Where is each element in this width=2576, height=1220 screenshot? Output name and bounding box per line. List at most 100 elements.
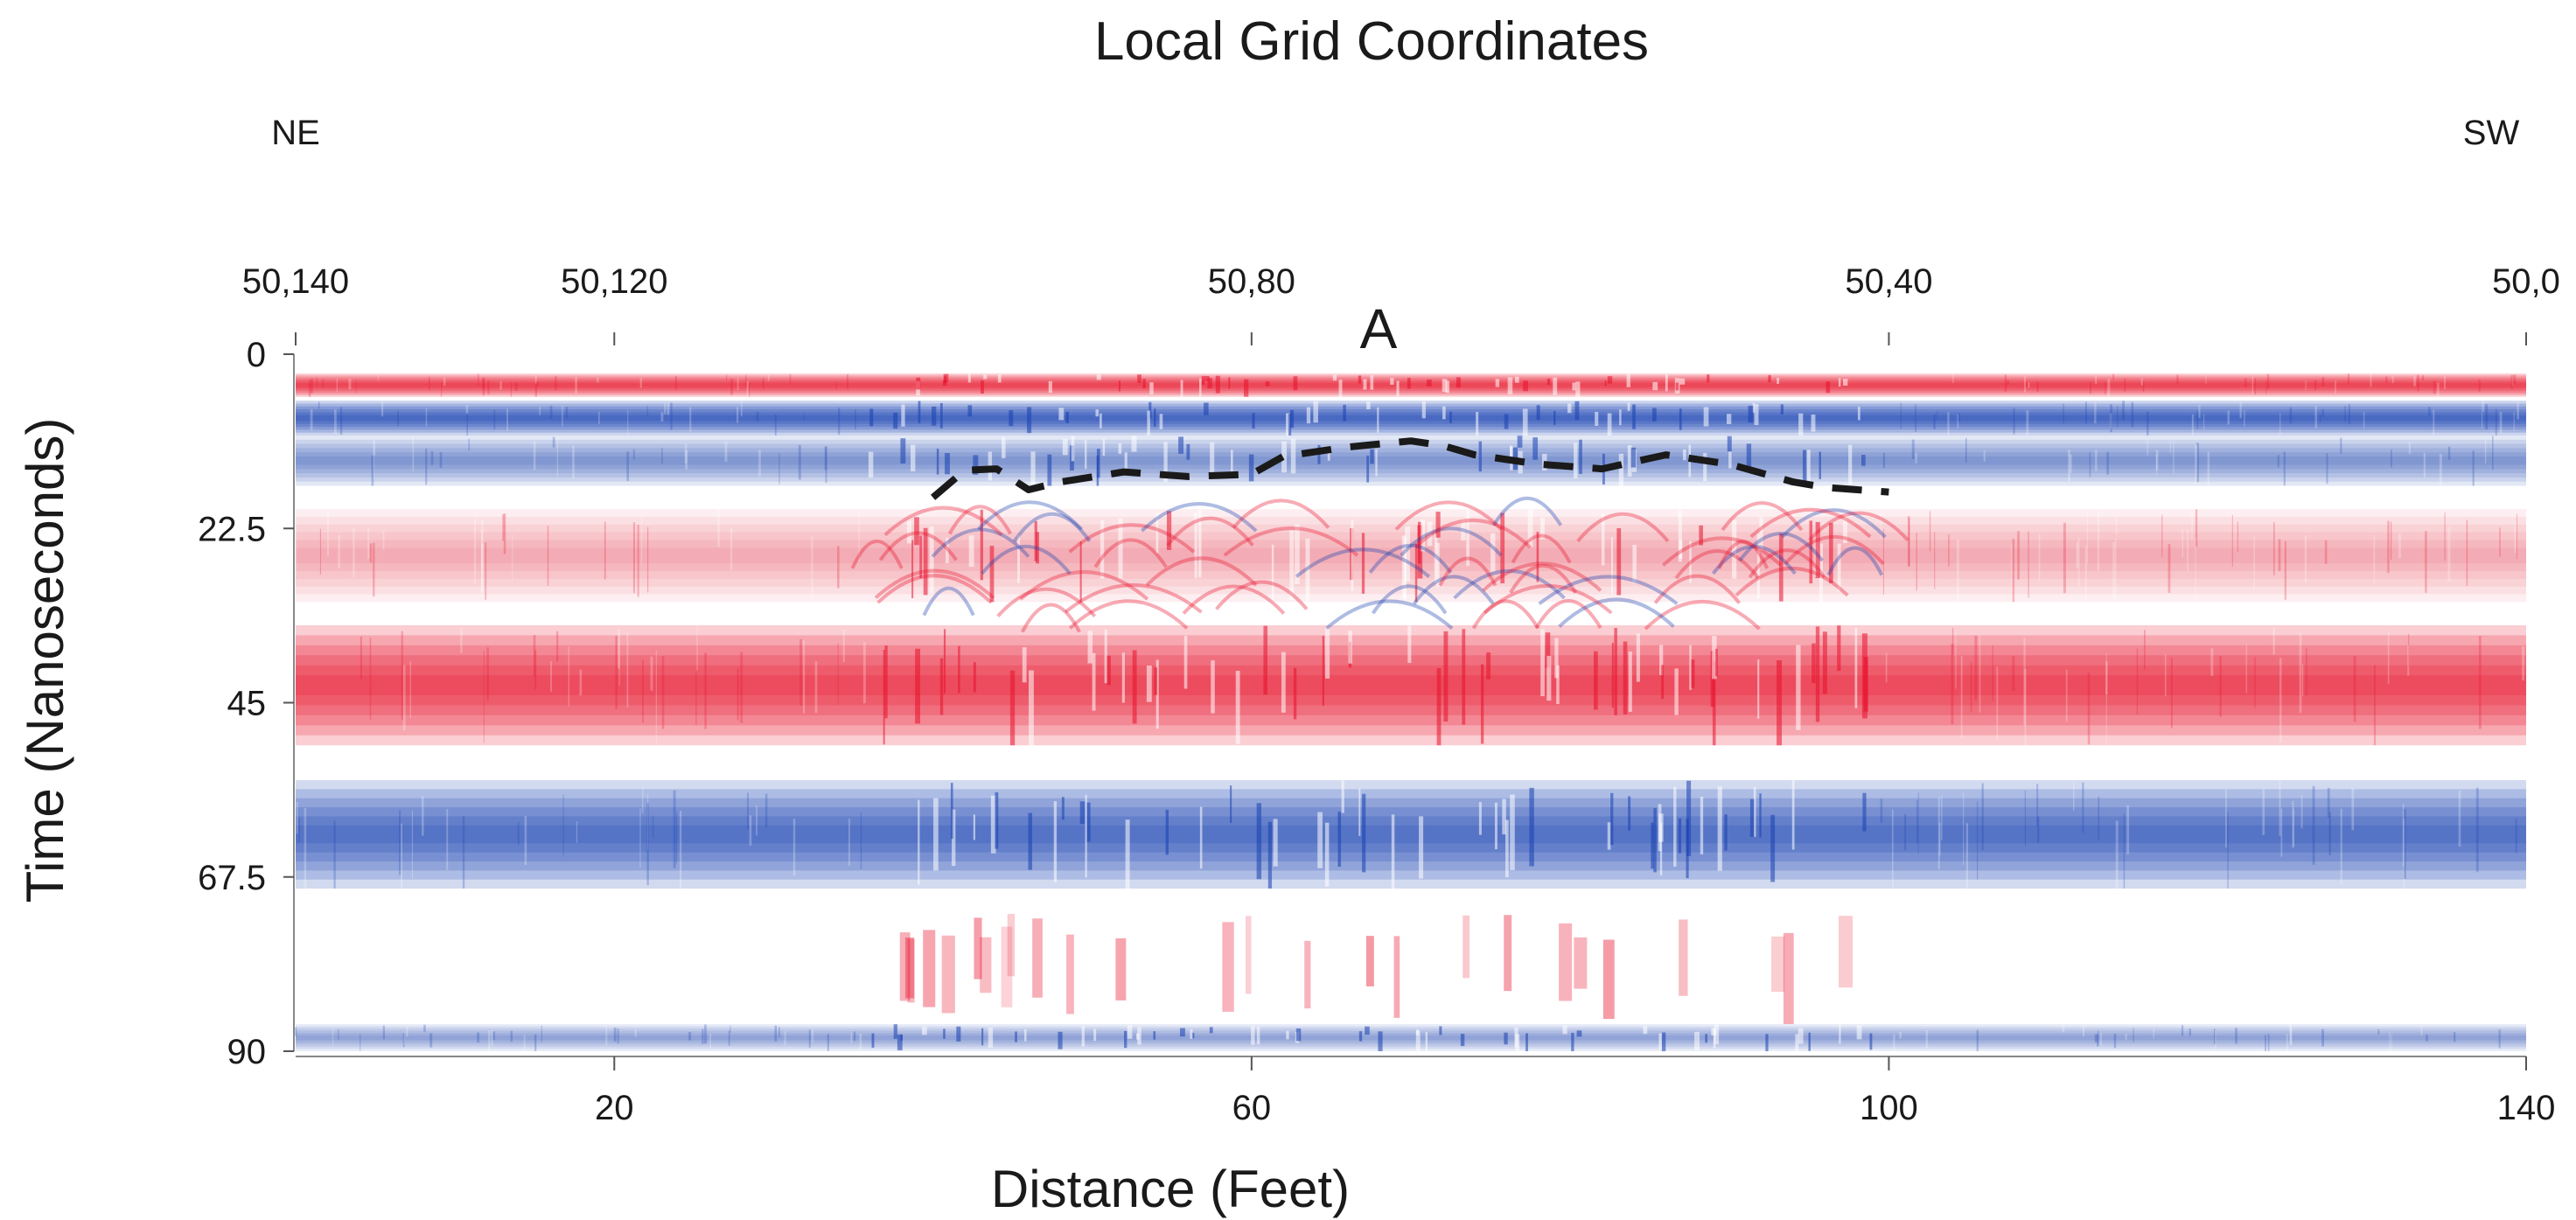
blob	[1001, 926, 1013, 1007]
band-layer	[296, 1028, 2526, 1047]
band-layer	[296, 1030, 2526, 1045]
signal-texture	[295, 373, 2525, 1051]
chart-title: Local Grid Coordinates	[1094, 11, 1649, 72]
band-layer	[296, 377, 2526, 394]
band-layer	[296, 373, 2526, 397]
hyperbola-arc	[1093, 538, 1168, 568]
hyperbola-arc	[1453, 569, 1566, 600]
hyperbola-arc	[1491, 496, 1563, 526]
band-layer	[296, 655, 2526, 715]
hyperbola-arc	[1141, 502, 1258, 533]
hyperbola-arc	[1784, 535, 1885, 566]
band-layer	[296, 383, 2526, 387]
hyperbola-arc	[1438, 556, 1497, 587]
blob	[1602, 939, 1615, 1020]
band-negative-1	[296, 401, 2526, 436]
band-layer	[296, 665, 2526, 706]
reflector-trace	[931, 437, 1889, 500]
hyperbola-arc	[1394, 500, 1503, 531]
hyperbola-arc	[1013, 512, 1092, 542]
y-axis-title: Time (Nanoseconds)	[16, 418, 74, 903]
hyperbola-arc	[1368, 543, 1453, 574]
reflection-bands	[296, 373, 2526, 1051]
blob	[1115, 938, 1127, 1000]
hyperbola-arc	[1826, 546, 1884, 576]
blob	[1007, 913, 1016, 977]
x-axis-title: Distance (Feet)	[991, 1160, 1350, 1218]
y-tick-label: 67.5	[198, 859, 266, 897]
x-tick-label: 140	[2497, 1089, 2556, 1127]
band-positive-3	[296, 509, 2526, 603]
hyperbola-arc	[1653, 574, 1742, 604]
hyperbola-arc	[1471, 599, 1539, 630]
hyperbola-arc	[1735, 567, 1849, 597]
hyperbola-arc	[1749, 507, 1872, 539]
band-layer	[296, 401, 2526, 436]
top-tick-label: 50,40	[1845, 262, 1932, 301]
hyperbola-arc	[1748, 548, 1826, 579]
hyperbola-arc	[1295, 547, 1431, 578]
band-layer	[296, 509, 2526, 603]
band-layer	[296, 524, 2526, 587]
band-positive-0	[296, 373, 2526, 397]
hyperbola-arc	[1538, 575, 1679, 606]
hyperbola-arc	[1166, 516, 1254, 547]
band-layer	[296, 403, 2526, 433]
x-tick-label: 60	[1232, 1089, 1272, 1127]
hyperbola-arc	[1483, 583, 1613, 615]
blob	[1771, 936, 1785, 993]
blob	[1559, 923, 1573, 1001]
band-layer	[296, 380, 2526, 389]
blob	[1463, 915, 1470, 979]
band-layer	[296, 807, 2526, 862]
x-tick-label: 100	[1860, 1089, 1918, 1127]
blob	[1245, 916, 1252, 994]
band-layer	[296, 1033, 2526, 1042]
band-layer	[296, 816, 2526, 853]
blob	[974, 917, 982, 979]
band-negative-6	[296, 1024, 2526, 1051]
blob	[1838, 916, 1853, 988]
band-negative-2	[296, 435, 2526, 486]
band-negative-5	[296, 780, 2526, 889]
band-layer	[296, 532, 2526, 579]
blob	[904, 937, 915, 999]
hyperbola-arc	[1412, 575, 1495, 605]
hyperbola-arc	[981, 544, 1072, 575]
hyperbola-arc	[922, 586, 975, 617]
band-layer	[296, 409, 2526, 428]
blob	[941, 935, 955, 1014]
band-layer	[296, 443, 2526, 478]
band-layer	[296, 540, 2526, 571]
hyperbola-arc	[1717, 540, 1770, 569]
hyperbola-arc	[1509, 563, 1578, 594]
hyperbola-arc	[1738, 532, 1824, 562]
band-layer	[296, 439, 2526, 482]
y-axis: 0 22.5 45 67.5 90	[198, 336, 295, 1071]
blob	[923, 930, 936, 1007]
hyperbola-arc	[1068, 599, 1189, 630]
band-layer	[296, 675, 2526, 696]
hyperbola-arc	[1064, 582, 1203, 614]
band-layer	[296, 456, 2526, 465]
hyperbola-arc	[1182, 584, 1286, 615]
hyperbola-arc	[878, 531, 958, 561]
hyperbola-arc	[1558, 597, 1675, 628]
direction-ne-label: NE	[271, 114, 320, 152]
band-layer	[296, 375, 2526, 395]
band-layer	[296, 798, 2526, 871]
blob	[1393, 936, 1400, 1018]
y-tick-label: 45	[227, 685, 267, 723]
band-layer	[296, 1026, 2526, 1049]
band-layer	[296, 825, 2526, 844]
hyperbola-arc	[1721, 501, 1804, 532]
hyperbola-arc	[876, 574, 993, 604]
band-layer	[296, 379, 2526, 392]
top-tick-label: 50,140	[242, 262, 349, 301]
blob	[1504, 915, 1512, 992]
plot-area	[295, 373, 2526, 1051]
top-tick-label: 50,0	[2492, 262, 2560, 301]
hyperbola-arc	[931, 527, 1030, 558]
hyperbola-arc	[874, 568, 995, 600]
